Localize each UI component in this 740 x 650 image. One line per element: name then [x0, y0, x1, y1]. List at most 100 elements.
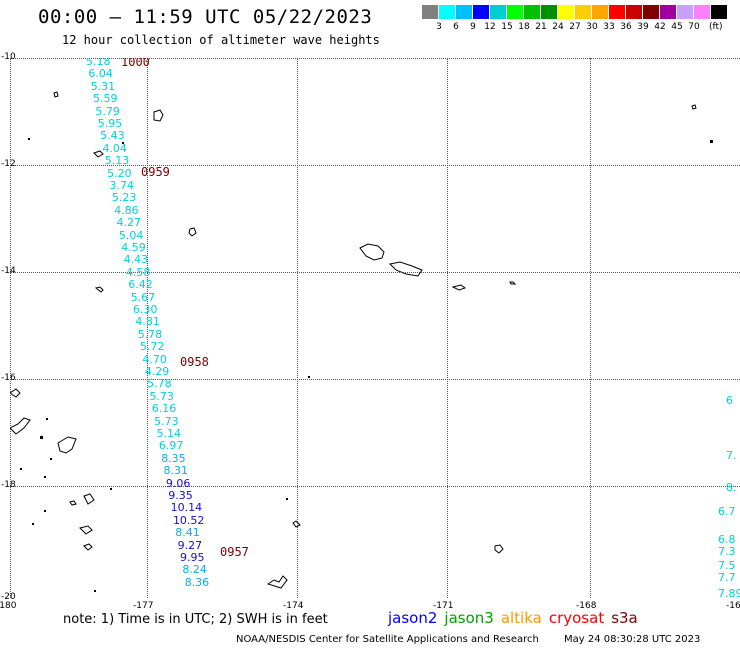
wave-height-value: 5.31 — [90, 79, 116, 93]
wave-height-value: 5.78 — [137, 327, 163, 341]
wave-height-value: 4.29 — [144, 365, 170, 378]
wave-height-value: 5.79 — [95, 104, 120, 118]
lat-label: -20 — [1, 592, 16, 602]
wave-height-value: 8. — [726, 481, 737, 494]
lon-label: -168 — [576, 601, 597, 611]
wave-height-value: 6.30 — [133, 303, 158, 316]
legend-label: 36 — [620, 22, 632, 32]
wave-height-value: 6.16 — [151, 402, 177, 416]
wave-height-value: 6.8 — [718, 533, 736, 546]
islet — [32, 523, 34, 525]
island-outline — [266, 575, 288, 589]
legend-label: 27 — [569, 22, 581, 32]
wave-height-value: 5.78 — [147, 377, 172, 391]
legend-label: 3 — [436, 22, 442, 32]
legend-label: 6 — [453, 22, 459, 32]
legend-label: 12 — [484, 22, 496, 32]
legend-swatch — [694, 5, 710, 19]
wave-height-value: 7.3 — [718, 545, 736, 558]
island-outline — [93, 150, 104, 158]
lat-label: -12 — [1, 159, 16, 169]
satellite-name: s3a — [611, 609, 638, 627]
grid-parallel — [10, 272, 740, 273]
island-outline — [153, 109, 164, 122]
wave-height-value: 9.95 — [180, 551, 205, 564]
satellite-name: jason2 — [388, 609, 438, 627]
footer-timestamp: May 24 08:30:28 UTC 2023 — [564, 634, 701, 645]
grid-meridian — [147, 58, 148, 598]
legend-label: 33 — [603, 22, 615, 32]
time-marker: 1000 — [121, 58, 150, 69]
wave-height-value: 5.14 — [156, 427, 182, 440]
islet — [710, 140, 713, 143]
coastline-layer — [10, 91, 713, 592]
wave-height-value: 5.73 — [154, 414, 179, 428]
legend-swatch — [507, 5, 523, 19]
island-outline — [691, 104, 697, 110]
islet — [94, 590, 96, 592]
legend-swatch — [626, 5, 642, 19]
satellite-name: jason3 — [444, 609, 494, 627]
wave-height-value: 9.35 — [168, 489, 193, 502]
wave-height-value: 4.04 — [102, 141, 127, 155]
island-outline — [94, 286, 104, 293]
footer: NOAA/NESDIS Center for Satellite Applica… — [236, 634, 722, 645]
wave-height-value: 4.43 — [123, 253, 149, 267]
legend-swatch — [456, 5, 472, 19]
island-outline — [10, 388, 21, 398]
lon-label: -16 — [726, 601, 740, 611]
legend-label: 30 — [586, 22, 598, 32]
legend-unit: (ft) — [709, 22, 723, 32]
island-outline — [292, 520, 301, 528]
islet — [40, 436, 43, 439]
wave-height-value: 4.27 — [116, 216, 142, 230]
satellite-legend: jason2 jason3 altika cryosat s3a — [388, 609, 645, 627]
island-outline — [69, 500, 77, 506]
wave-height-value: 8.41 — [175, 526, 200, 540]
lon-label: -180 — [0, 601, 17, 611]
wave-height-value: 5.23 — [111, 191, 137, 205]
legend-label: 45 — [671, 22, 683, 32]
satellite-name: altika — [500, 609, 542, 627]
island-outline — [451, 284, 467, 291]
legend-swatch — [558, 5, 574, 19]
island-outline — [57, 436, 77, 454]
island-outline — [79, 525, 93, 535]
wave-height-value: 5.59 — [93, 92, 118, 106]
wave-height-value: 4.58 — [125, 265, 151, 279]
wave-height-value: 8.24 — [182, 563, 207, 577]
lon-label: -171 — [433, 601, 454, 611]
lon-label: -174 — [283, 601, 304, 611]
legend-swatch — [490, 5, 506, 19]
islet — [286, 498, 288, 500]
wave-height-value: 7. — [726, 449, 737, 462]
units-note: note: 1) Time is in UTC; 2) SWH is in fe… — [63, 612, 328, 627]
legend-label: 24 — [552, 22, 564, 32]
grid-parallel — [10, 379, 740, 380]
legend-swatch — [609, 5, 625, 19]
island-outline — [188, 227, 197, 237]
legend-label: 21 — [535, 22, 547, 32]
legend-swatch — [422, 5, 438, 19]
grid-meridian — [447, 58, 448, 598]
island-outline — [10, 417, 31, 435]
lat-label: -14 — [1, 266, 16, 276]
time-marker: 0959 — [141, 165, 170, 179]
legend-swatch — [439, 5, 455, 19]
wave-height-value: 4.59 — [121, 241, 146, 254]
wave-height-value: 9.27 — [177, 538, 203, 552]
wave-height-value: 9.06 — [165, 476, 191, 490]
islet — [44, 476, 46, 478]
island-outline — [388, 261, 423, 277]
legend-swatch — [592, 5, 608, 19]
legend-swatch — [524, 5, 540, 19]
wave-height-value: 3.74 — [109, 179, 135, 192]
island-outline — [359, 243, 385, 261]
time-marker: 0958 — [180, 355, 209, 369]
legend-label: 42 — [654, 22, 666, 32]
wave-height-map: 5.18 6.04 5.31 5.59 5.79 5.95 5.43 4.04 5.13 5.20… — [10, 58, 740, 598]
islet — [110, 488, 112, 490]
wave-height-value: 7.7 — [718, 571, 736, 584]
island-outline — [494, 544, 504, 554]
islet — [28, 138, 30, 140]
